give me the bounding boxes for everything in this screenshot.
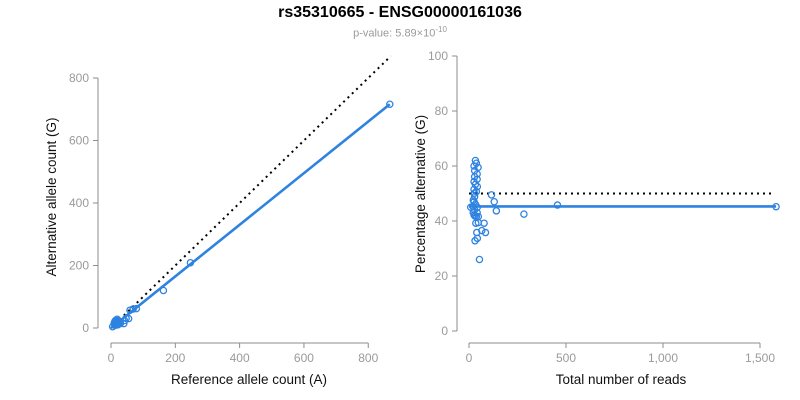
scatter-point [473, 175, 481, 183]
scatter-point [478, 226, 486, 235]
scatter-point [186, 258, 195, 267]
scatter-point [386, 100, 394, 109]
y-tick-label: 20 [435, 269, 449, 283]
scatter-point [159, 286, 168, 295]
y-tick-label: 40 [435, 214, 449, 228]
scatter-point [124, 314, 133, 323]
chart-subtitle: p-value: 5.89×10-10 [0, 25, 800, 40]
scatter-point [772, 202, 780, 211]
x-tick-label: 400 [230, 351, 250, 365]
scatter-point [520, 210, 528, 218]
y-tick-label: 0 [441, 324, 448, 338]
scatter-point [480, 219, 488, 227]
scatter-point [492, 207, 501, 215]
y-tick-label: 80 [435, 104, 449, 118]
y-axis-title: Alternative allele count (G) [44, 117, 59, 276]
y-tick-label: 200 [69, 259, 89, 273]
scatter-point [474, 163, 482, 172]
scatter-point [122, 314, 130, 323]
x-tick-label: 200 [165, 351, 185, 365]
x-axis-title: Total number of reads [556, 372, 687, 387]
scatter-point [473, 203, 482, 211]
chart-title: rs35310665 - ENSG00000161036 [278, 4, 522, 21]
identity-line [110, 55, 392, 329]
percentage-panel: 0 20 40 60 80 100 0 500 1,000 1,500 Total number o… [413, 49, 780, 387]
scatter-point [553, 201, 562, 209]
scatter-point [473, 182, 482, 191]
y-tick-label: 100 [428, 49, 448, 63]
y-axis-title: Percentage alternative (G) [413, 115, 428, 273]
scatter-point [116, 318, 125, 326]
y-tick-label: 400 [69, 196, 89, 210]
pvalue-exponent: -10 [435, 25, 447, 34]
y-tick-label: 0 [82, 321, 89, 335]
scatter-point [132, 304, 141, 313]
y-tick-label: 60 [435, 159, 449, 173]
scatter-point [473, 208, 481, 217]
scatter-point [475, 255, 484, 264]
pvalue-text: p-value: 5.89×10 [353, 27, 436, 40]
y-tick-label: 800 [69, 71, 89, 85]
x-tick-label: 500 [556, 351, 576, 365]
x-tick-label: 0 [466, 351, 473, 365]
scatter-point [472, 187, 481, 196]
scatter-point [481, 228, 490, 237]
scatter-point [490, 197, 498, 206]
scatter-point [473, 234, 482, 243]
x-tick-label: 800 [358, 351, 378, 365]
scatter-point [470, 189, 479, 197]
x-tick-label: 1,500 [745, 351, 775, 365]
x-tick-label: 600 [294, 351, 314, 365]
y-tick-label: 600 [69, 134, 89, 148]
x-axis-title: Reference allele count (A) [171, 372, 327, 387]
x-tick-label: 1,000 [648, 351, 678, 365]
scatter-point [472, 159, 481, 167]
scatter-point [129, 305, 137, 313]
x-tick-label: 0 [108, 351, 115, 365]
scatter-point [487, 191, 496, 199]
fit-line [110, 103, 391, 330]
allele-counts-panel: 0 200 400 600 800 0 200 400 600 800 Reference alle… [44, 55, 394, 387]
